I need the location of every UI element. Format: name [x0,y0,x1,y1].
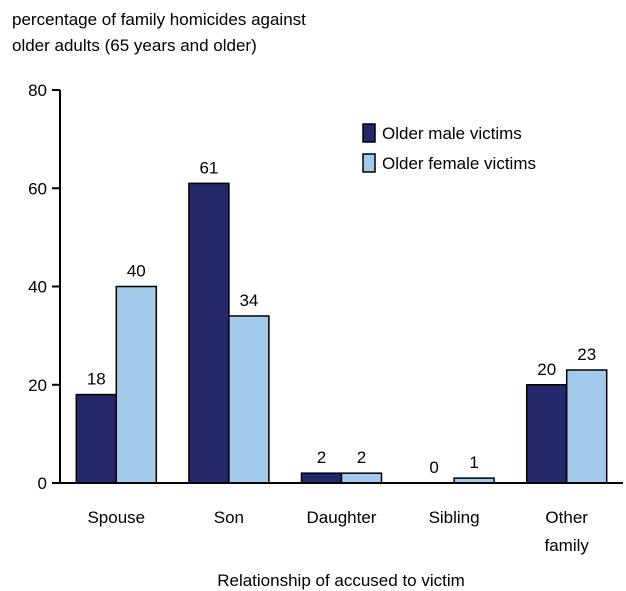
bar-female-0 [115,285,158,484]
labels-group: 18 40 Spouse 61 34 Son 2 2 Daughter 0 1 Sibling 20 23… [87,158,596,555]
bars-group [75,182,608,484]
x-tick-label-3: Sibling [429,508,480,527]
y-tick-label-60: 60 [28,179,47,198]
bar-male-4 [525,384,568,484]
data-label-male-2: 2 [317,448,326,467]
legend-label-male: Older male victims [382,124,522,143]
data-label-female-3: 1 [469,453,478,472]
y-axis-title-line-2: older adults (65 years and older) [12,36,257,55]
y-axis-title-line-1: percentage of family homicides against [12,10,306,29]
y-tick-label-80: 80 [28,81,47,100]
x-tick-label-4-line-1: family [544,536,589,555]
x-tick-label-4-line-0: Other [545,508,588,527]
legend-label-female: Older female victims [382,154,536,173]
bar-female-4 [565,369,608,484]
bar-male-2 [300,472,343,484]
data-label-female-0: 40 [127,262,146,281]
legend-swatch-male [362,123,376,143]
bar-female-1 [228,315,270,484]
bar-male-0 [75,393,118,484]
data-label-female-1: 34 [239,291,258,310]
x-axis-title: Relationship of accused to victim [217,571,465,590]
data-label-male-1: 61 [199,158,218,177]
data-label-female-4: 23 [577,345,596,364]
data-label-female-2: 2 [357,448,366,467]
x-tick-label-1: Son [214,508,244,527]
y-tick-label-20: 20 [28,376,47,395]
data-label-male-0: 18 [87,370,106,389]
data-label-male-4: 20 [537,360,556,379]
bar-female-2 [340,472,383,484]
y-tick-label-40: 40 [28,278,47,297]
legend: Older male victims Older female victims [362,123,536,173]
y-tick-label-0: 0 [38,474,47,493]
x-tick-label-0: Spouse [87,508,145,527]
data-label-male-3: 0 [429,458,438,477]
legend-swatch-female [362,153,376,173]
bar-male-1 [188,182,230,484]
x-tick-label-2: Daughter [307,508,377,527]
